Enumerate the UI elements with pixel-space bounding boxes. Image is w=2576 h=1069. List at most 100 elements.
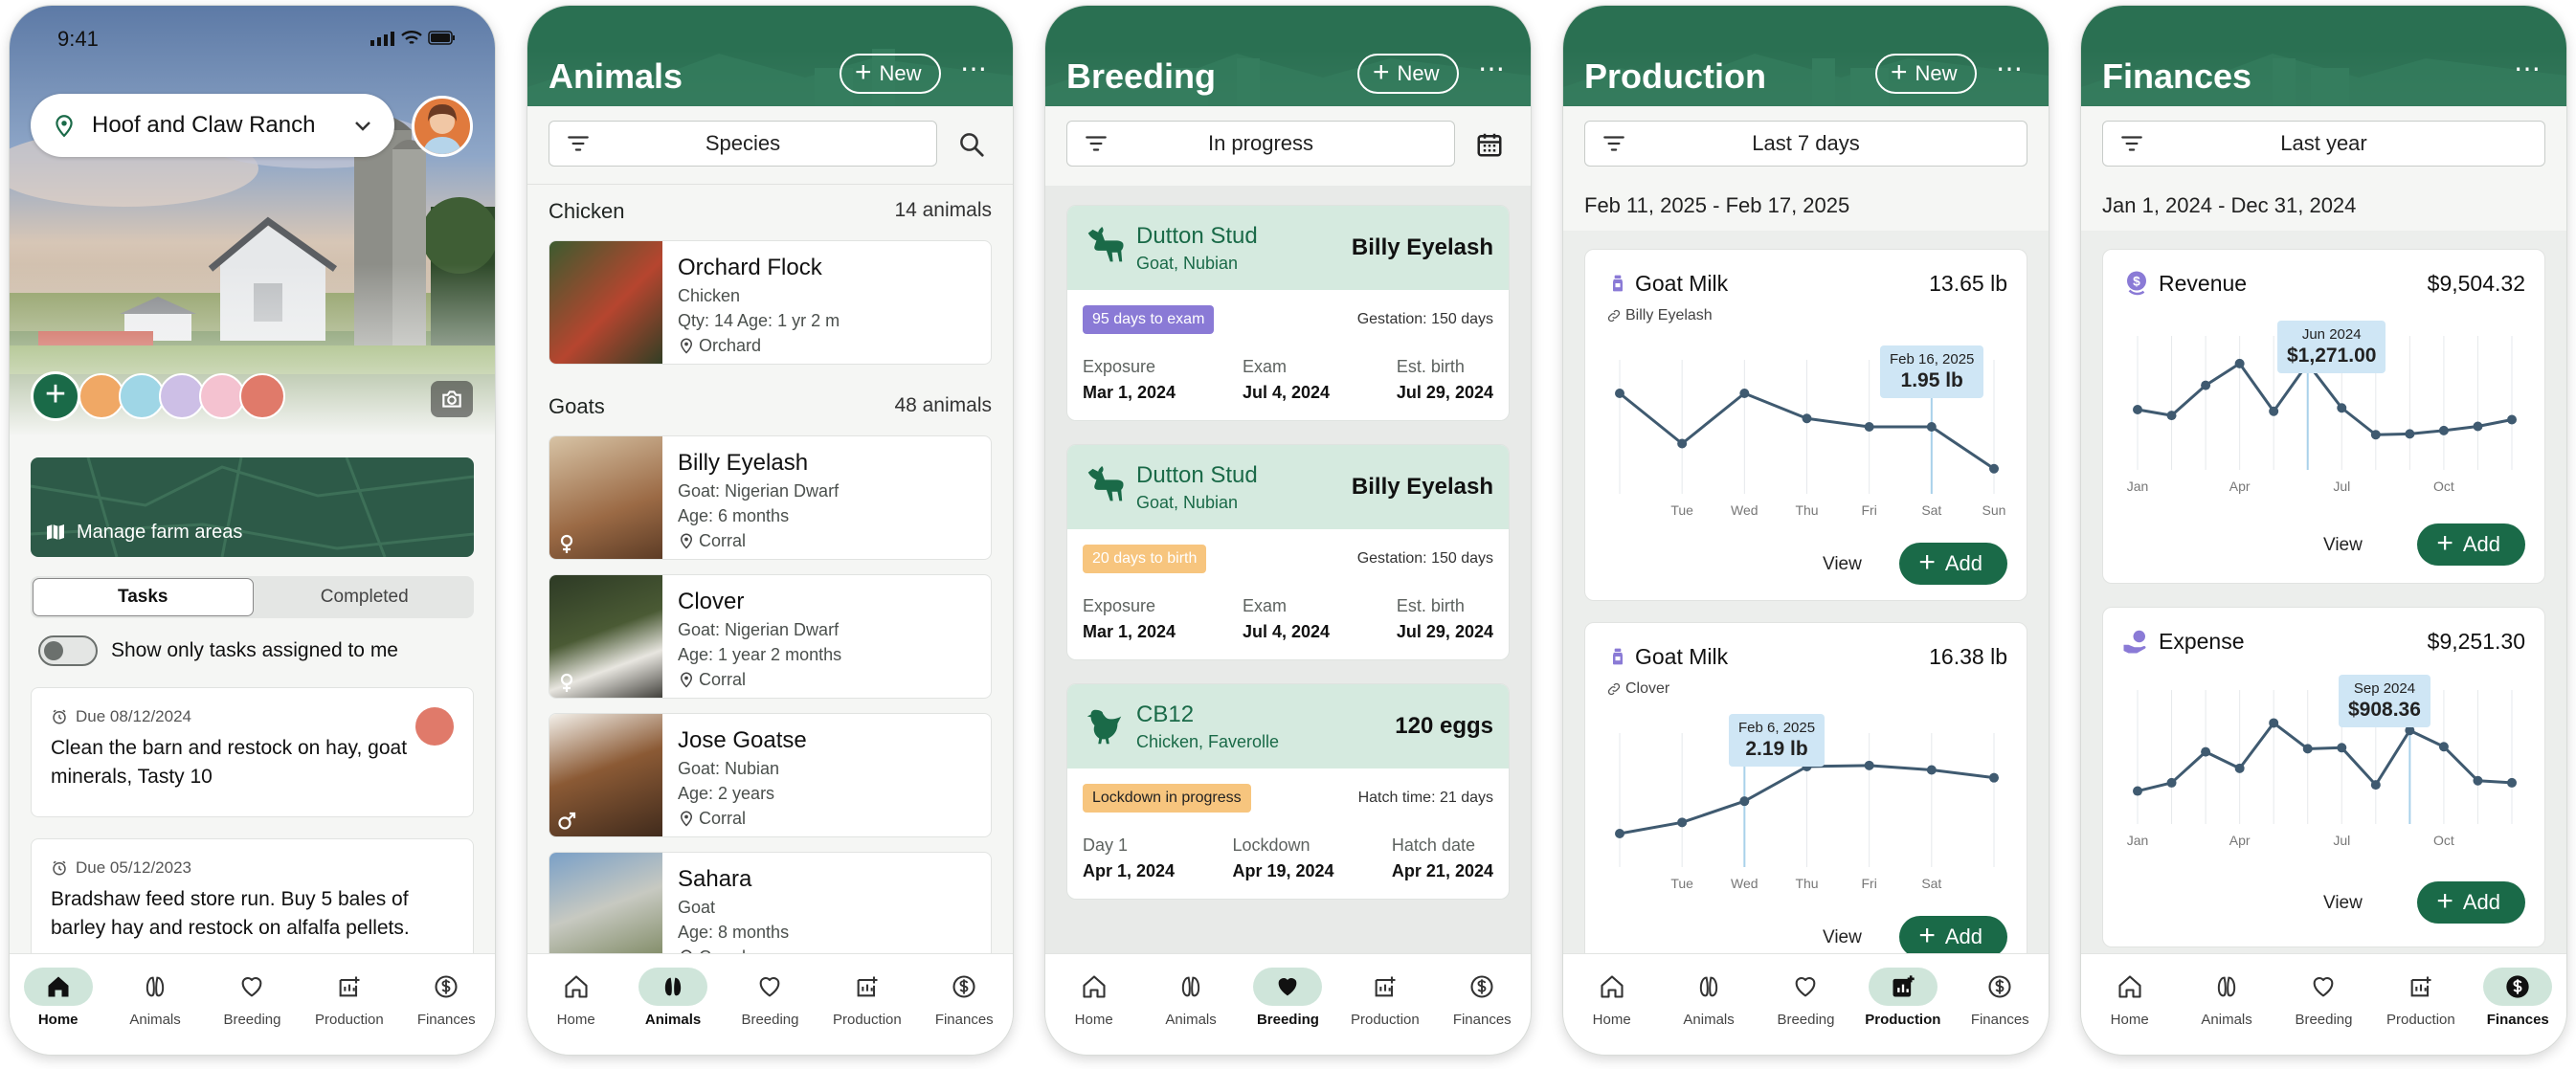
header-landscape	[2081, 54, 2566, 106]
tab-breeding[interactable]: Breeding	[1762, 968, 1848, 1055]
tab-finances[interactable]: Finances	[403, 968, 489, 1055]
finance-chart-card[interactable]: Revenue $9,504.32 Jan Apr Jul Oct Jun 2024 $…	[2102, 249, 2545, 584]
tab-production[interactable]: Production	[1342, 968, 1428, 1055]
add-button[interactable]: + Add	[1899, 543, 2007, 585]
chart-tooltip: Feb 16, 2025 1.95 lb	[1880, 345, 1984, 398]
tab-home[interactable]: Home	[1569, 968, 1655, 1055]
breeding-card[interactable]: CB12 Chicken, Faverolle 120 eggs Lockdown …	[1066, 683, 1510, 900]
tab-home[interactable]: Home	[2087, 968, 2173, 1055]
species-filter[interactable]: Species	[549, 121, 937, 167]
animal-card[interactable]: Billy Eyelash Goat: Nigerian Dwarf Age: 6 …	[549, 435, 992, 560]
tab-animals[interactable]: Animals	[630, 968, 716, 1055]
task-card[interactable]: Due 08/12/2024 Clean the barn and restoc…	[31, 687, 474, 817]
new-button[interactable]: + New	[1357, 54, 1459, 94]
data-point	[2438, 425, 2449, 435]
manage-farm-areas-card[interactable]: Manage farm areas	[31, 457, 474, 557]
member-avatars	[78, 373, 285, 419]
x-tick-label: Sat	[1921, 502, 1941, 518]
avatar[interactable]	[159, 373, 205, 419]
data-point	[2473, 421, 2483, 432]
date-range-filter[interactable]: Last year	[2102, 121, 2545, 167]
tab-breeding[interactable]: Breeding	[727, 968, 813, 1055]
tab-home[interactable]: Home	[1051, 968, 1137, 1055]
tab-production[interactable]: Production	[2378, 968, 2464, 1055]
more-options-icon[interactable]: ⋯	[960, 54, 988, 83]
data-point	[2438, 742, 2449, 752]
tab-home[interactable]: Home	[15, 968, 101, 1055]
heart-icon	[2310, 973, 2337, 1000]
tab-finances[interactable]: Finances	[2475, 968, 2561, 1055]
line-chart[interactable]: Jan Apr Jul Oct	[2103, 317, 2546, 508]
add-member-button[interactable]: +	[31, 371, 80, 421]
avatar[interactable]	[78, 373, 124, 419]
segment-tasks[interactable]: Tasks	[33, 578, 254, 616]
status-badge: Lockdown in progress	[1083, 784, 1251, 813]
view-button[interactable]: View	[2323, 535, 2363, 555]
tab-finances[interactable]: Finances	[1439, 968, 1525, 1055]
tab-breeding[interactable]: Breeding	[209, 968, 295, 1055]
page-title: Animals	[549, 56, 683, 96]
tab-breeding[interactable]: Breeding	[1244, 968, 1331, 1055]
animal-card[interactable]: Jose Goatse Goat: Nubian Age: 2 years Corra…	[549, 713, 992, 837]
calendar-icon[interactable]	[1475, 130, 1504, 159]
tab-production[interactable]: Production	[306, 968, 392, 1055]
add-button[interactable]: + Add	[2417, 523, 2525, 566]
more-options-icon[interactable]: ⋯	[1478, 54, 1506, 83]
x-tick-label: Jan	[2127, 833, 2149, 848]
animal-link[interactable]: Clover	[1625, 680, 1670, 697]
data-point	[2405, 429, 2415, 439]
tab-home[interactable]: Home	[533, 968, 619, 1055]
view-button[interactable]: View	[1823, 554, 1862, 574]
finance-chart-card[interactable]: Expense $9,251.30 Jan Apr Jul Oct Sep 2024 $…	[2102, 607, 2545, 947]
page-title: Breeding	[1066, 56, 1217, 96]
task-card[interactable]: Due 05/12/2023 Bradshaw feed store run. …	[31, 838, 474, 969]
data-point	[2234, 358, 2245, 368]
tab-finances[interactable]: Finances	[1957, 968, 2043, 1055]
date-range-filter[interactable]: Last 7 days	[1584, 121, 2027, 167]
more-options-icon[interactable]: ⋯	[2514, 54, 2542, 83]
animal-card[interactable]: Clover Goat: Nigerian Dwarf Age: 1 year 2 …	[549, 574, 992, 699]
new-button[interactable]: + New	[840, 54, 941, 94]
assigned-toggle[interactable]	[38, 635, 98, 666]
data-point	[1615, 829, 1624, 838]
farm-selector[interactable]: Hoof and Claw Ranch	[31, 94, 394, 157]
line-chart[interactable]: Tue Wed Thu Fri Sat Sun	[1585, 341, 2028, 532]
bottom-tab-bar: Home Animals Breeding Production Finance…	[1045, 953, 1531, 1055]
tab-breeding[interactable]: Breeding	[2280, 968, 2366, 1055]
breeding-card[interactable]: Dutton Stud Goat, Nubian Billy Eyelash 20 …	[1066, 444, 1510, 660]
dollar-icon	[951, 973, 977, 1000]
more-options-icon[interactable]: ⋯	[1996, 54, 2024, 83]
camera-button[interactable]	[431, 381, 473, 417]
add-button[interactable]: + Add	[1899, 916, 2007, 958]
avatar[interactable]	[119, 373, 165, 419]
production-chart-card[interactable]: Goat Milk 16.38 lb Clover Tue Wed Thu Fri Sa…	[1584, 622, 2027, 974]
animal-card[interactable]: Orchard Flock Chicken Qty: 14 Age: 1 yr 2 …	[549, 240, 992, 365]
new-button[interactable]: + New	[1875, 54, 1977, 94]
line-chart[interactable]: Tue Wed Thu Fri Sat	[1585, 714, 2028, 905]
tab-animals[interactable]: Animals	[1666, 968, 1752, 1055]
profile-avatar[interactable]	[412, 96, 473, 157]
tab-animals[interactable]: Animals	[2184, 968, 2270, 1055]
tab-finances[interactable]: Finances	[921, 968, 1007, 1055]
breeding-card[interactable]: Dutton Stud Goat, Nubian Billy Eyelash 95 …	[1066, 205, 1510, 421]
segment-completed[interactable]: Completed	[320, 587, 409, 607]
location-pin-icon	[678, 671, 695, 688]
tab-animals[interactable]: Animals	[1148, 968, 1234, 1055]
tab-production[interactable]: Production	[1860, 968, 1946, 1055]
add-button[interactable]: + Add	[2417, 881, 2525, 924]
avatar[interactable]	[239, 373, 285, 419]
view-button[interactable]: View	[2323, 893, 2363, 913]
x-tick-label: Oct	[2433, 833, 2454, 848]
tab-animals[interactable]: Animals	[112, 968, 198, 1055]
line-chart[interactable]: Jan Apr Jul Oct	[2103, 671, 2546, 862]
tab-production[interactable]: Production	[824, 968, 910, 1055]
status-filter[interactable]: In progress	[1066, 121, 1455, 167]
search-icon[interactable]	[957, 130, 986, 159]
animal-link[interactable]: Billy Eyelash	[1625, 307, 1713, 323]
data-point	[1989, 463, 1999, 474]
view-button[interactable]: View	[1823, 927, 1862, 947]
avatar[interactable]	[199, 373, 245, 419]
production-chart-card[interactable]: Goat Milk 13.65 lb Billy Eyelash Tue Wed T…	[1584, 249, 2027, 601]
assigned-toggle-row: Show only tasks assigned to me	[38, 635, 398, 666]
x-tick-label: Apr	[2229, 479, 2251, 494]
